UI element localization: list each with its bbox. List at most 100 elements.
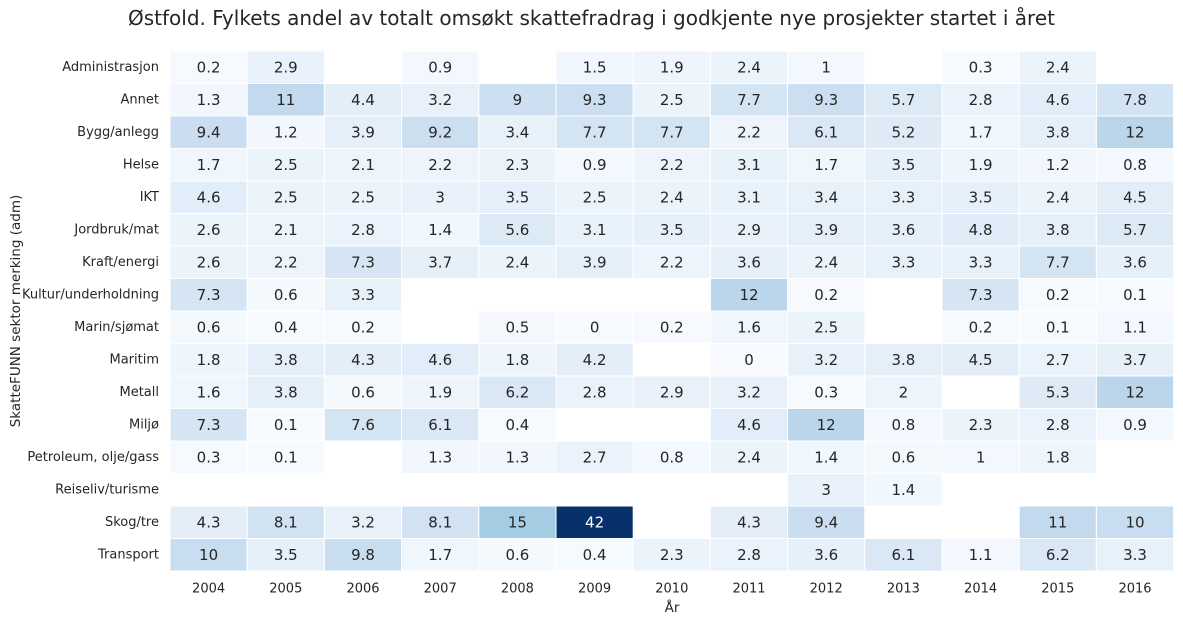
- cell-value-label: 0.8: [660, 448, 684, 466]
- cell-value-label: 7.7: [583, 123, 607, 141]
- cell-value-label: 7.7: [737, 91, 761, 109]
- cell-value-label: 2.8: [351, 221, 375, 239]
- heatmap-cell: [632, 440, 711, 474]
- cell-value-label: 4.6: [1046, 91, 1070, 109]
- y-tick-label: Bygg/anlegg: [77, 125, 159, 140]
- cell-value-label: 0.6: [197, 318, 221, 336]
- heatmap-cell: [246, 375, 325, 409]
- heatmap-cell: [941, 343, 1020, 377]
- cell-value-label: 0.1: [274, 416, 298, 434]
- heatmap-cell: [555, 505, 634, 539]
- cell-value-label: 2.5: [814, 318, 838, 336]
- heatmap-cell: [941, 408, 1020, 442]
- heatmap-cell: [246, 343, 325, 377]
- cell-value-label: 0.2: [351, 318, 375, 336]
- cell-value-label: 7.7: [1046, 253, 1070, 271]
- cell-value-label: 9.2: [428, 123, 452, 141]
- cell-value-label: 1.6: [197, 383, 221, 401]
- y-tick-label: Kraft/energi: [82, 255, 159, 270]
- heatmap-cell: [478, 245, 557, 279]
- heatmap-cell: [246, 50, 325, 84]
- cell-value-label: 2.4: [505, 253, 529, 271]
- heatmap-cell: [787, 213, 866, 247]
- cell-value-label: 42: [585, 513, 604, 531]
- heatmap-cell: [1018, 213, 1097, 247]
- cell-value-label: 1.5: [583, 58, 607, 76]
- cell-value-label: 5.3: [1046, 383, 1070, 401]
- cell-value-label: 2.8: [969, 91, 993, 109]
- heatmap-cell: [478, 213, 557, 247]
- cell-value-label: 7.3: [351, 253, 375, 271]
- cell-value-label: 3.5: [891, 156, 915, 174]
- cell-value-label: 2.4: [737, 58, 761, 76]
- cell-value-label: 3.8: [1046, 221, 1070, 239]
- heatmap-cell: [555, 375, 634, 409]
- cell-value-label: 0.8: [891, 416, 915, 434]
- cell-value-label: 0.9: [1123, 416, 1147, 434]
- cell-value-label: 4.8: [969, 221, 993, 239]
- heatmap-cell: [709, 440, 789, 474]
- y-tick-label: Annet: [121, 92, 159, 107]
- cell-value-label: 7.3: [969, 286, 993, 304]
- cell-value-label: 7.3: [197, 286, 221, 304]
- cell-value-label: 0.2: [1046, 286, 1070, 304]
- heatmap-cell: [864, 408, 943, 442]
- cell-value-label: 2.5: [274, 188, 298, 206]
- heatmap-cell: [246, 245, 325, 279]
- cell-value-label: 2.2: [737, 123, 761, 141]
- heatmap-cell: [401, 375, 480, 409]
- heatmap-cell: [787, 115, 866, 149]
- cell-value-label: 3.8: [1046, 123, 1070, 141]
- heatmap-cell: [478, 148, 557, 182]
- heatmap-cell: [1095, 538, 1175, 572]
- cell-value-label: 2.1: [274, 221, 298, 239]
- cell-value-label: 5.6: [505, 221, 529, 239]
- cell-value-label: 2.9: [660, 383, 684, 401]
- cell-value-label: 6.1: [891, 546, 915, 564]
- cell-value-label: 0: [744, 351, 754, 369]
- cell-value-label: 2.7: [1046, 351, 1070, 369]
- heatmap-cell: [709, 50, 789, 84]
- heatmap-cell: [632, 180, 711, 214]
- x-tick-labels: 2004 2005 2006 2007 2008 2009 2010 2011 2012 2013…: [192, 582, 1151, 597]
- cell-value-label: 0: [590, 318, 600, 336]
- heatmap-cell: [1095, 213, 1175, 247]
- heatmap-cell: [864, 343, 943, 377]
- y-tick-label: Jordbruk/mat: [73, 222, 159, 237]
- heatmap-cell: [941, 245, 1020, 279]
- heatmap-cell: [555, 213, 634, 247]
- cell-value-label: 5.7: [891, 91, 915, 109]
- heatmap-cell: [246, 440, 325, 474]
- cell-value-label: 0.5: [505, 318, 529, 336]
- cell-value-label: 3.8: [274, 351, 298, 369]
- heatmap-cell: [632, 148, 711, 182]
- x-tick-label: 2006: [346, 582, 379, 597]
- cell-value-label: 3: [435, 188, 445, 206]
- cell-value-label: 1.4: [428, 221, 452, 239]
- x-tick-label: 2007: [424, 582, 457, 597]
- heatmap-cell: [478, 440, 557, 474]
- y-tick-labels: Administrasjon Annet Bygg/anlegg Helse IKT Jo…: [22, 60, 159, 563]
- heatmap-cell: [632, 245, 711, 279]
- heatmap-cell: [169, 408, 248, 442]
- cell-value-label: 3.4: [814, 188, 838, 206]
- heatmap-cell: [401, 408, 480, 442]
- x-axis-label: År: [665, 599, 680, 616]
- y-tick-label: Skog/tre: [105, 515, 159, 530]
- cell-value-label: 1.9: [428, 383, 452, 401]
- heatmap-cell: [1018, 440, 1097, 474]
- heatmap-cell: [323, 375, 403, 409]
- heatmap-cell: [864, 473, 943, 507]
- heatmap-cell: [555, 180, 634, 214]
- heatmap-cell: [709, 505, 789, 539]
- cell-value-label: 2.4: [660, 188, 684, 206]
- cell-value-label: 4.3: [351, 351, 375, 369]
- heatmap-cell: [632, 115, 711, 149]
- y-tick-label: Reiseliv/turisme: [55, 482, 159, 497]
- heatmap-cell: [709, 180, 789, 214]
- cell-value-label: 2.6: [197, 253, 221, 271]
- cell-value-label: 12: [1125, 123, 1144, 141]
- cell-value-label: 0.3: [969, 58, 993, 76]
- heatmap-cell: [1018, 538, 1097, 572]
- cell-value-label: 7.3: [197, 416, 221, 434]
